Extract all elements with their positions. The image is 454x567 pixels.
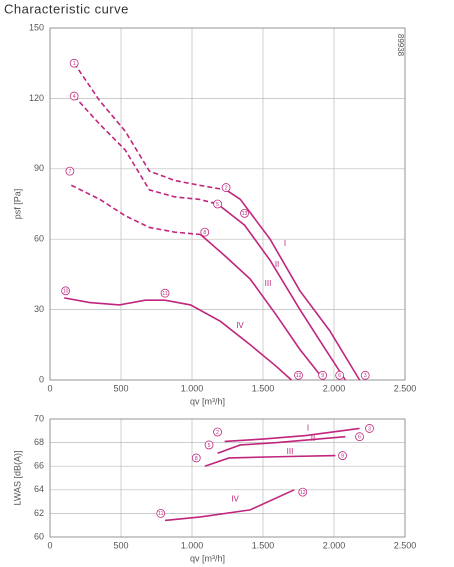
y-tick-label: 60 [34,531,44,541]
curve [164,489,295,522]
curve [70,184,201,236]
point-marker [240,208,249,218]
point-marker-label: 9 [321,373,324,379]
curve [199,233,325,381]
x-tick-label: 1.500 [252,383,275,393]
curve-label: II [311,434,315,443]
curve [73,62,227,191]
x-tick-label: 2.000 [323,540,346,550]
point-marker-label: 11 [162,291,167,297]
point-marker [355,432,364,442]
point-marker [204,440,214,450]
x-tick-label: 500 [113,540,128,550]
point-marker-label: 8 [203,230,206,236]
point-marker [298,487,308,497]
point-marker-label: 7 [68,169,71,175]
point-marker [213,199,222,209]
point-marker-label: 6 [358,435,361,441]
y-tick-label: 30 [34,304,44,314]
point-marker [61,286,71,296]
point-marker-label: 2 [225,185,228,191]
curve-label: III [265,279,272,288]
figure-code: 89938 [396,34,405,57]
point-marker-label: 4 [73,94,76,100]
curve-label: II [275,260,279,269]
point-marker [213,427,222,437]
point-marker-label: 12 [296,373,302,379]
point-marker-label: 12 [300,490,306,496]
point-marker-label: 1 [73,61,76,67]
y-tick-label: 68 [34,437,44,447]
point-marker [69,58,79,68]
point-marker [360,370,370,380]
x-tick-label: 500 [113,383,128,393]
curve [73,95,218,205]
curve [225,189,361,381]
curve [217,203,347,381]
point-marker [294,370,303,380]
curve [217,435,346,454]
point-marker-label: 9 [341,453,344,459]
y-axis-label: psf [Pa] [12,189,22,220]
point-marker [318,370,328,380]
y-tick-label: 120 [29,93,44,103]
plot-frame [49,27,406,381]
point-marker [221,183,231,192]
x-tick-label: 2.500 [394,540,417,550]
y-tick-label: 66 [34,461,44,471]
curve-label: I [284,239,286,248]
curve [204,454,336,467]
y-tick-label: 0 [39,374,44,384]
point-marker [338,451,347,460]
point-marker [191,453,201,463]
point-marker [335,370,345,380]
curve-label: IV [231,494,239,503]
y-tick-label: 150 [29,22,44,32]
point-marker-label: 5 [216,202,219,208]
x-axis-label: qv [m³/h] [190,553,225,563]
y-axis-label: LWAS [dB(A)] [12,450,22,505]
point-marker-label: 5 [208,443,211,449]
y-tick-label: 64 [34,484,44,494]
point-marker-label: 2 [216,430,219,436]
x-tick-label: 2.500 [394,383,417,393]
point-marker-label: 3 [368,426,371,432]
point-marker-label: 3 [364,373,367,379]
x-tick-label: 1.500 [252,540,275,550]
curve [224,427,360,443]
point-marker-label: 6 [338,373,341,379]
chart-title: Characteristic curve [4,1,129,16]
x-tick-label: 1.000 [181,540,204,550]
point-marker-label: 8 [195,456,198,462]
y-tick-label: 60 [34,234,44,244]
x-tick-label: 1.000 [181,383,204,393]
x-tick-label: 0 [47,383,52,393]
y-tick-label: 90 [34,163,44,173]
point-marker [156,509,166,518]
x-tick-label: 2.000 [323,383,346,393]
point-marker-label: 11 [158,511,163,517]
point-marker [69,91,79,101]
y-tick-label: 70 [34,413,44,423]
x-axis-label: qv [m³/h] [190,396,225,406]
point-marker-label: 13 [242,211,248,217]
x-tick-label: 0 [47,540,52,550]
curve-label: III [287,447,294,456]
point-marker [65,166,75,176]
y-tick-label: 62 [34,508,44,518]
point-marker-label: 10 [63,289,69,295]
point-marker [200,227,210,237]
curve-label: IV [236,321,244,330]
plot-frame [49,418,406,538]
curve [64,297,292,381]
curve-label: I [307,424,309,433]
point-marker [160,288,170,298]
point-marker [365,424,374,433]
